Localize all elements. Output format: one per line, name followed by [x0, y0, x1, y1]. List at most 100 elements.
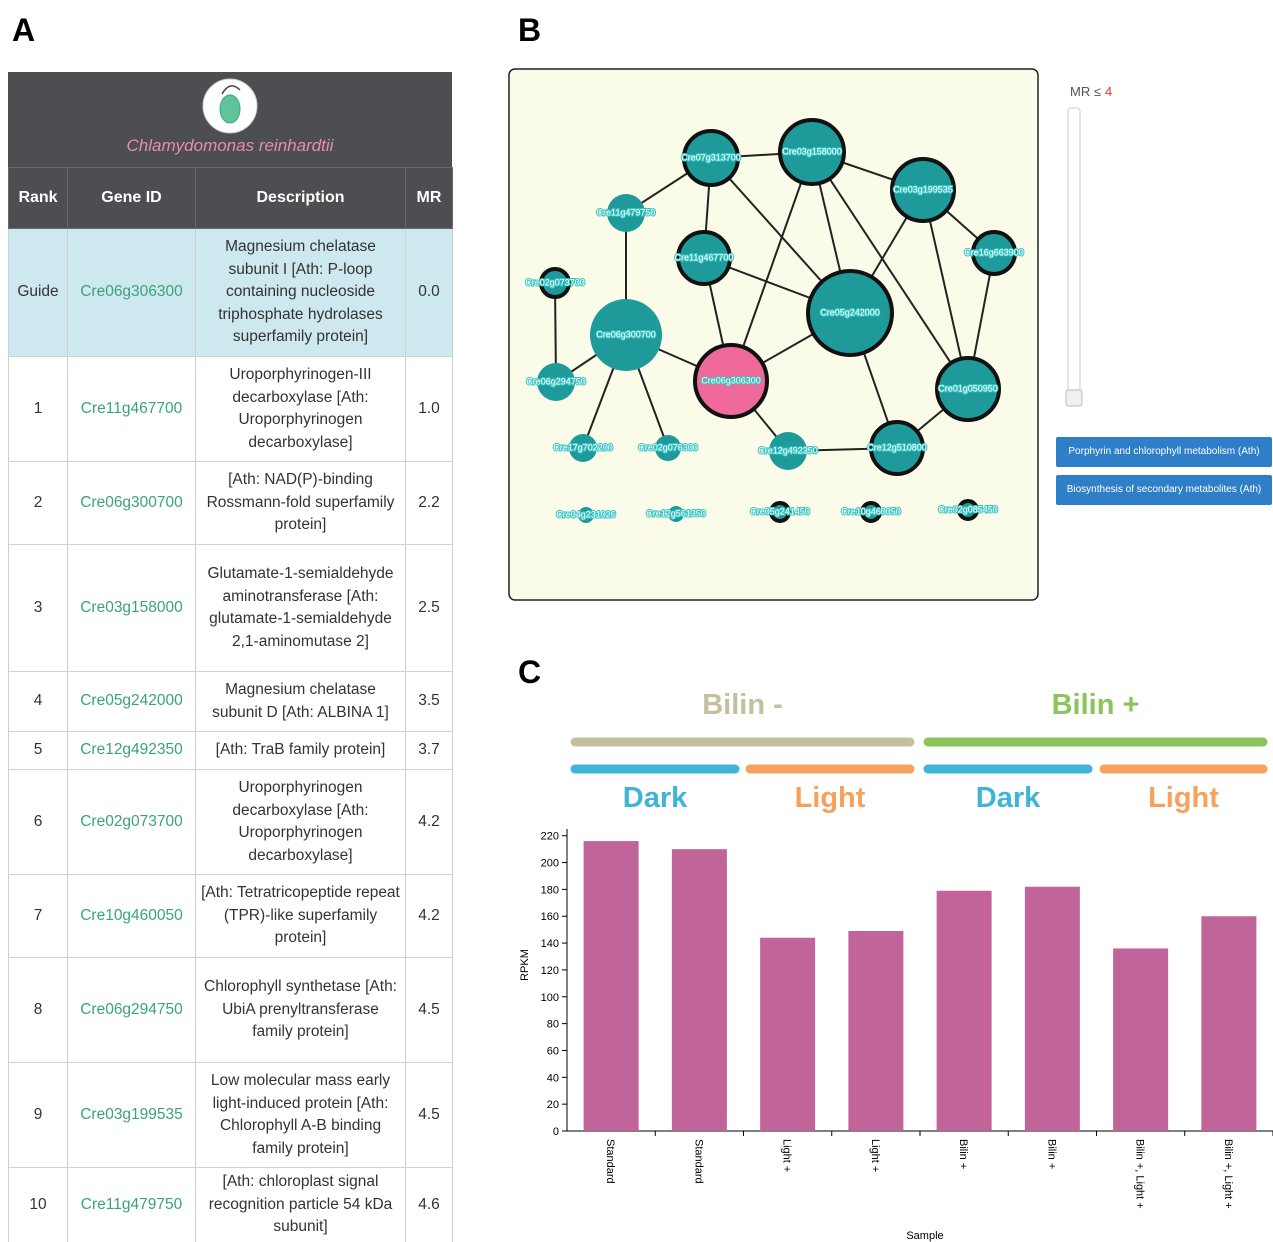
description: Chlorophyll synthetase [Ath: UbiA prenyl…	[195, 957, 406, 1063]
gene-id[interactable]: Cre10g460050	[67, 874, 196, 958]
subgroup-label: Light	[795, 782, 866, 814]
pathway-button[interactable]: Porphyrin and chlorophyll metabolism (At…	[1056, 437, 1272, 467]
node-label: Cre12g561350	[646, 508, 706, 518]
gene-id[interactable]: Cre12g492350	[67, 731, 196, 770]
network-node[interactable]: Cre02g073700	[524, 267, 586, 299]
gene-id[interactable]: Cre06g306300	[67, 228, 196, 357]
node-circle	[693, 343, 769, 419]
node-label: Cre06g294750	[526, 376, 586, 386]
y-tick-label: 80	[547, 1019, 559, 1031]
y-tick-label: 220	[541, 831, 559, 843]
x-tick-label: Standard	[604, 1139, 616, 1184]
description: Uroporphyrinogen-III decarboxylase [Ath:…	[195, 356, 406, 462]
network-node[interactable]: Cre02g085450	[937, 499, 999, 521]
network-node[interactable]: Cre05g242000	[806, 269, 894, 357]
node-label: Cre06g306300	[701, 375, 761, 385]
network-node[interactable]: Cre16g663900	[963, 230, 1025, 276]
node-circle	[769, 432, 807, 470]
gene-id[interactable]: Cre06g294750	[67, 957, 196, 1063]
panel-label: B	[518, 12, 542, 48]
network-node[interactable]: Cre11g479750	[596, 194, 656, 232]
table-row: 3 Cre03g158000 Glutamate-1-semialdehyde am…	[8, 544, 453, 672]
panel-label: A	[12, 12, 36, 48]
node-label: Cre16g663900	[964, 247, 1024, 257]
network-node[interactable]: Cre04g231026	[555, 507, 617, 523]
y-tick-label: 0	[553, 1126, 559, 1138]
column-header: Gene ID	[67, 167, 196, 229]
description: Glutamate-1-semialdehyde aminotransferas…	[195, 544, 406, 672]
network-node[interactable]: Cre11g467700	[674, 230, 734, 286]
node-circle	[668, 506, 684, 522]
x-tick-label: Bilin +	[1045, 1139, 1057, 1169]
network-node[interactable]: Cre10g460050	[840, 501, 902, 523]
subgroup-label: Dark	[976, 782, 1041, 814]
organism-logo	[202, 78, 258, 134]
table-row: 8 Cre06g294750 Chlorophyll synthetase [Ath…	[8, 957, 453, 1063]
pathway-button[interactable]: Biosynthesis of secondary metabolites (A…	[1056, 475, 1272, 505]
node-label: Cre03g158000	[782, 146, 842, 156]
node-label: Cre01g050950	[938, 383, 998, 393]
node-label: Cre12g510800	[867, 442, 927, 452]
node-circle	[569, 434, 597, 462]
gene-id[interactable]: Cre02g073700	[67, 769, 196, 875]
network-node[interactable]: Cre07g313700	[680, 129, 742, 187]
node-circle	[957, 499, 979, 521]
gene-id[interactable]: Cre03g199535	[67, 1062, 196, 1168]
node-circle	[590, 299, 662, 371]
table: Rank Gene ID Description MR Guide Cre06g3063…	[8, 167, 453, 1242]
group-label: Bilin -	[702, 689, 783, 721]
node-label: Cre05g241450	[750, 506, 810, 516]
node-circle	[869, 420, 925, 476]
network-node[interactable]: Cre17g702200	[552, 434, 614, 462]
node-circle	[769, 501, 791, 523]
node-circle	[682, 129, 740, 187]
node-circle	[676, 230, 732, 286]
bar	[1201, 916, 1257, 1131]
mr: 3.7	[405, 731, 453, 770]
table-row: 1 Cre11g467700 Uroporphyrinogen-III decarb…	[8, 356, 453, 462]
table-row: 10 Cre11g479750 [Ath: chloroplast signal r…	[8, 1167, 453, 1242]
panel-label: C	[518, 654, 542, 690]
network-node[interactable]: Cre06g306300	[693, 343, 769, 419]
slider-handle[interactable]	[1065, 389, 1083, 407]
x-tick-label: Bilin +	[957, 1139, 969, 1169]
x-tick-label: Bilin +, Light +	[1134, 1139, 1146, 1209]
node-label: Cre06g300700	[596, 329, 656, 339]
table-row: 5 Cre12g492350 [Ath: TraB family protein] 3…	[8, 731, 453, 770]
description: Magnesium chelatase subunit D [Ath: ALBI…	[195, 671, 406, 732]
network-node[interactable]: Cre05g241450	[749, 501, 811, 523]
mr: 4.2	[405, 769, 453, 875]
node-circle	[578, 507, 594, 523]
y-tick-label: 100	[541, 992, 559, 1004]
network-node[interactable]: Cre12g510800	[866, 420, 928, 476]
mr: 2.5	[405, 544, 453, 672]
slider-track[interactable]	[1067, 107, 1081, 407]
column-header: Description	[195, 167, 406, 229]
node-circle	[860, 501, 882, 523]
network-node[interactable]: Cre06g294750	[525, 363, 587, 401]
gene-id[interactable]: Cre11g467700	[67, 356, 196, 462]
network-edge	[730, 151, 813, 382]
network-node[interactable]: Cre01g050950	[935, 356, 1001, 422]
slider-label: MR ≤ 4	[1070, 84, 1112, 99]
network-node[interactable]: Cre03g199535	[890, 157, 956, 223]
node-circle	[778, 118, 846, 186]
node-circle	[935, 356, 1001, 422]
network-node[interactable]: Cre06g300700	[590, 299, 662, 371]
node-label: Cre05g242000	[820, 307, 880, 317]
node-label: Cre04g231026	[556, 509, 616, 519]
description: [Ath: NAD(P)-binding Rossmann-fold super…	[195, 461, 406, 545]
bar	[1024, 886, 1080, 1131]
x-axis-title: Sample	[906, 1230, 943, 1242]
y-tick-label: 20	[547, 1099, 559, 1111]
bar	[583, 841, 639, 1131]
bar	[848, 931, 904, 1131]
network-node[interactable]: Cre12g492350	[757, 432, 819, 470]
network-node[interactable]: Cre03g158000	[778, 118, 846, 186]
x-tick-label: Light +	[869, 1139, 881, 1172]
network-node[interactable]: Cre02g076300	[637, 435, 699, 461]
gene-id[interactable]: Cre06g300700	[67, 461, 196, 545]
network-node[interactable]: Cre12g561350	[645, 506, 707, 522]
mr: 1.0	[405, 356, 453, 462]
